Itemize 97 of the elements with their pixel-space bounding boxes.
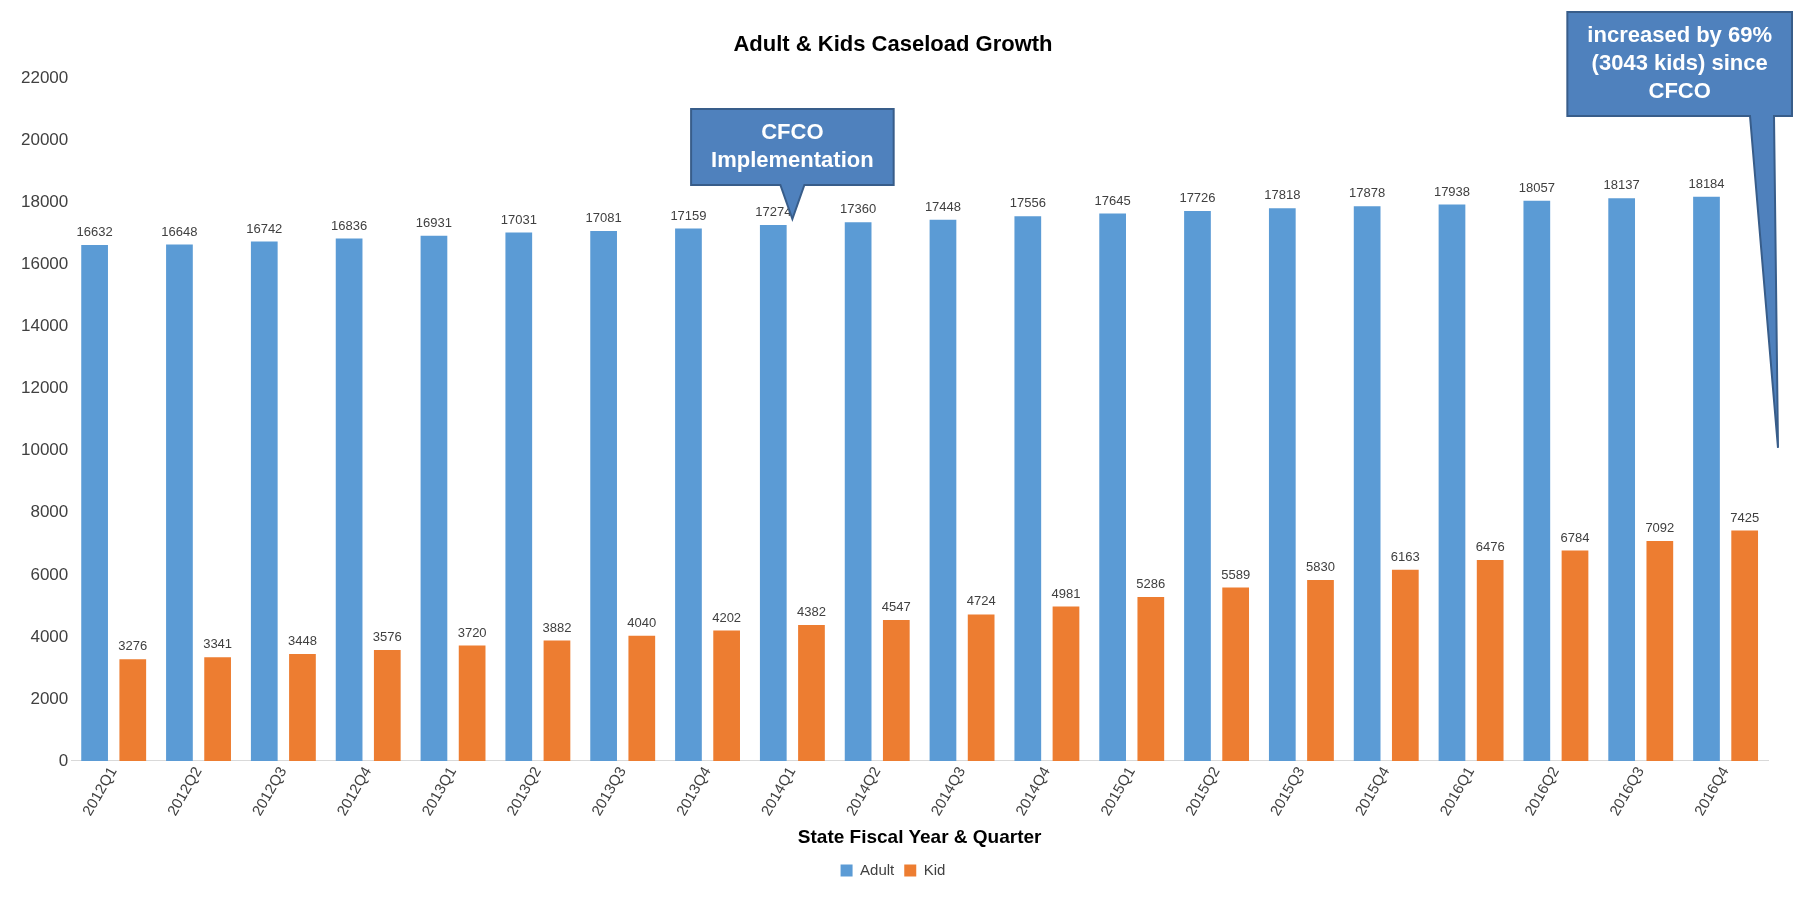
data-label: 7092 xyxy=(1645,520,1675,536)
bar xyxy=(1608,198,1636,761)
data-label: 17031 xyxy=(500,211,537,227)
bar xyxy=(628,635,656,761)
bar xyxy=(759,225,787,761)
bar xyxy=(1693,196,1720,761)
data-label: 6163 xyxy=(1390,548,1420,564)
data-label: 17556 xyxy=(1009,195,1046,211)
data-label: 16836 xyxy=(331,217,368,233)
data-label: 3882 xyxy=(542,619,572,635)
y-tick-label: 22000 xyxy=(20,68,69,88)
annotation: CFCO Implementation xyxy=(711,119,874,173)
bar xyxy=(1014,216,1042,761)
y-tick-label: 8000 xyxy=(30,502,69,522)
y-tick-label: 16000 xyxy=(20,254,69,274)
bar xyxy=(1052,606,1080,761)
y-tick-label: 0 xyxy=(58,750,69,770)
bar xyxy=(119,659,147,761)
y-tick-label: 10000 xyxy=(20,440,69,460)
data-label: 6476 xyxy=(1475,539,1505,555)
bar xyxy=(204,657,231,761)
data-label: 3576 xyxy=(372,629,402,645)
data-label: 16648 xyxy=(161,223,198,239)
bar xyxy=(798,625,825,761)
bar xyxy=(1184,211,1211,761)
data-label: 17159 xyxy=(670,207,707,223)
data-label: 3341 xyxy=(203,636,233,652)
y-tick-label: 2000 xyxy=(30,688,69,708)
data-label: 17448 xyxy=(924,198,962,214)
bar xyxy=(373,650,401,761)
data-label: 4382 xyxy=(797,604,826,620)
data-label: 17360 xyxy=(840,201,877,217)
bar xyxy=(844,222,872,761)
bar xyxy=(967,614,995,761)
bar xyxy=(1099,213,1126,761)
bar xyxy=(1646,540,1674,761)
annotation: increased by 69% (3043 kids) since CFCO xyxy=(1587,22,1773,104)
y-tick-label: 6000 xyxy=(30,564,69,584)
legend-label: Kid xyxy=(923,860,946,878)
bar xyxy=(420,235,448,761)
y-tick-label: 14000 xyxy=(20,316,69,336)
bar xyxy=(713,630,740,761)
bar xyxy=(543,640,571,761)
data-label: 17645 xyxy=(1094,192,1131,208)
y-tick-label: 12000 xyxy=(20,378,69,398)
data-label: 17818 xyxy=(1264,187,1301,203)
data-label: 3720 xyxy=(457,624,487,640)
bar xyxy=(590,231,617,761)
data-label: 4724 xyxy=(966,593,996,609)
data-label: 16931 xyxy=(415,214,453,230)
data-label: 18184 xyxy=(1688,175,1725,191)
bar xyxy=(458,645,486,761)
bar xyxy=(1137,596,1165,761)
bar xyxy=(1523,200,1551,761)
data-label: 17726 xyxy=(1179,190,1216,206)
bar xyxy=(335,238,363,761)
bar xyxy=(250,241,278,761)
bar xyxy=(505,232,533,761)
bar xyxy=(1731,530,1759,761)
legend-label: Adult xyxy=(860,860,896,878)
data-label: 7425 xyxy=(1730,509,1760,525)
y-tick-label: 18000 xyxy=(20,192,69,212)
data-label: 16632 xyxy=(76,224,113,240)
data-label: 5589 xyxy=(1221,566,1251,582)
bar xyxy=(166,244,193,761)
data-label: 6784 xyxy=(1560,529,1590,545)
bar xyxy=(1476,560,1504,761)
data-label: 17081 xyxy=(585,210,622,226)
data-label: 18057 xyxy=(1518,179,1555,195)
bar xyxy=(1438,204,1466,761)
bar xyxy=(1391,569,1419,761)
data-label: 4040 xyxy=(627,614,657,630)
y-tick-label: 20000 xyxy=(20,130,69,150)
data-label: 17938 xyxy=(1433,183,1471,199)
data-label: 3448 xyxy=(287,633,317,649)
bar xyxy=(675,228,702,761)
data-label: 18137 xyxy=(1603,177,1640,193)
bar xyxy=(1222,587,1250,761)
data-label: 4202 xyxy=(712,609,742,625)
data-label: 16742 xyxy=(246,220,283,236)
chart-title: Adult & Kids Caseload Growth xyxy=(733,31,1053,57)
data-label: 5830 xyxy=(1306,559,1335,575)
data-label: 4981 xyxy=(1051,585,1081,601)
data-label: 17878 xyxy=(1349,185,1386,201)
bar xyxy=(1561,550,1589,761)
data-label: 5286 xyxy=(1136,576,1166,592)
bar xyxy=(882,619,910,761)
bar xyxy=(289,654,316,761)
bar xyxy=(81,244,108,761)
bar xyxy=(1307,580,1334,761)
bar xyxy=(1268,208,1296,761)
bar xyxy=(929,219,957,761)
data-label: 4547 xyxy=(881,598,911,614)
x-axis-title: State Fiscal Year & Quarter xyxy=(797,825,1043,847)
y-tick-label: 4000 xyxy=(30,626,69,646)
bar xyxy=(1353,206,1381,761)
data-label: 3276 xyxy=(118,638,148,654)
